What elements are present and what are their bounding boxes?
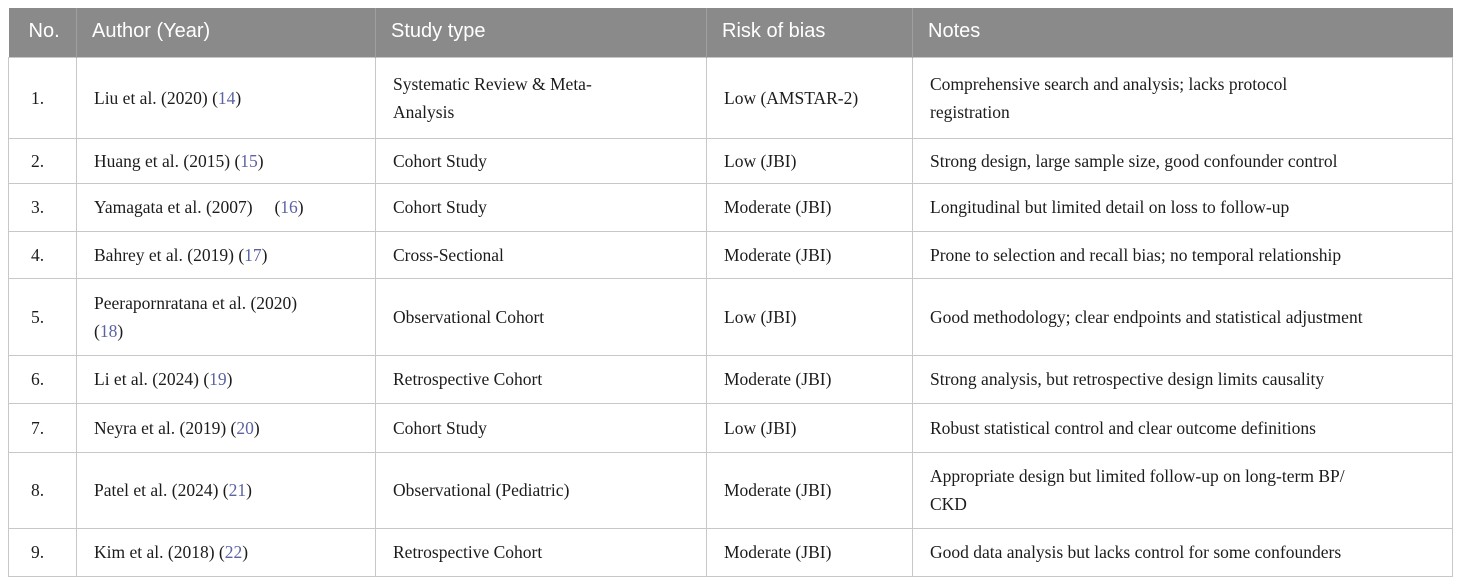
cell-author: Bahrey et al. (2019) (17): [76, 230, 376, 279]
cell-no: 3.: [8, 182, 77, 232]
cell-no: 7.: [8, 402, 77, 453]
table-header: No. Author (Year) Study type Risk of bia…: [8, 8, 1453, 57]
citation-link[interactable]: 16: [280, 197, 298, 217]
cell-author: Yamagata et al. (2007) (16): [76, 182, 376, 232]
column-header-risk-of-bias: Risk of bias: [706, 8, 913, 57]
cell-risk: Low (JBI): [706, 137, 913, 184]
citation-link[interactable]: 17: [244, 244, 262, 265]
cell-author: Neyra et al. (2019) (20): [76, 402, 376, 453]
cell-risk: Moderate (JBI): [706, 182, 913, 232]
citation-link[interactable]: 21: [228, 480, 247, 500]
table-row: 3. Yamagata et al. (2007) (16) Cohort Stud…: [8, 182, 1453, 232]
cell-notes: Strong analysis, but retrospective desig…: [912, 354, 1453, 404]
table-row: 4. Bahrey et al. (2019) (17) Cross-Section…: [8, 230, 1453, 279]
table-row: 1. Liu et al. (2020) (14) Systematic Revie…: [8, 56, 1453, 139]
cell-notes: Good methodology; clear endpoints and st…: [912, 277, 1453, 356]
cell-risk: Low (AMSTAR-2): [706, 56, 913, 139]
table-row: 5. Peerapornratana et al. (2020) (18) Obser…: [8, 277, 1453, 356]
cell-author: Peerapornratana et al. (2020) (18): [76, 277, 376, 356]
cell-no: 6.: [8, 354, 77, 404]
cell-author: Patel et al. (2024) (21): [76, 451, 376, 529]
cell-no: 2.: [8, 137, 77, 184]
cell-risk: Low (JBI): [706, 402, 913, 453]
column-header-notes: Notes: [912, 8, 1453, 57]
cell-study-type: Cross-Sectional: [375, 230, 707, 279]
citation-link[interactable]: 18: [99, 320, 118, 341]
cell-no: 1.: [8, 56, 77, 139]
table-row: 8. Patel et al. (2024) (21) Observational …: [8, 451, 1453, 529]
cell-author: Huang et al. (2015) (15): [76, 137, 376, 184]
cell-notes: Appropriate design but limited follow-up…: [912, 451, 1453, 529]
cell-author: Kim et al. (2018) (22): [76, 527, 376, 577]
citation-link[interactable]: 14: [217, 87, 236, 108]
column-header-author-year: Author (Year): [76, 8, 376, 57]
citation-link[interactable]: 22: [224, 542, 243, 562]
header-row: No. Author (Year) Study type Risk of bia…: [8, 8, 1453, 57]
cell-risk: Low (JBI): [706, 277, 913, 356]
citation-link[interactable]: 19: [209, 369, 227, 389]
cell-no: 4.: [8, 230, 77, 279]
cell-study-type: Cohort Study: [375, 182, 707, 232]
citation-link[interactable]: 20: [236, 417, 254, 438]
cell-study-type: Observational Cohort: [375, 277, 707, 356]
cell-no: 8.: [8, 451, 77, 529]
cell-notes: Longitudinal but limited detail on loss …: [912, 182, 1453, 232]
cell-notes: Comprehensive search and analysis; lacks…: [912, 56, 1453, 139]
table-row: 6. Li et al. (2024) (19) Retrospective Coh…: [8, 354, 1453, 404]
cell-notes: Robust statistical control and clear out…: [912, 402, 1453, 453]
risk-of-bias-table: No. Author (Year) Study type Risk of bia…: [8, 8, 1453, 577]
cell-study-type: Cohort Study: [375, 402, 707, 453]
cell-study-type: Retrospective Cohort: [375, 527, 707, 577]
cell-risk: Moderate (JBI): [706, 451, 913, 529]
cell-notes: Strong design, large sample size, good c…: [912, 137, 1453, 184]
cell-notes: Good data analysis but lacks control for…: [912, 527, 1453, 577]
cell-no: 9.: [8, 527, 77, 577]
cell-study-type: Observational (Pediatric): [375, 451, 707, 529]
cell-risk: Moderate (JBI): [706, 354, 913, 404]
cell-risk: Moderate (JBI): [706, 230, 913, 279]
risk-of-bias-table-wrap: No. Author (Year) Study type Risk of bia…: [8, 8, 1453, 577]
cell-risk: Moderate (JBI): [706, 527, 913, 577]
cell-notes: Prone to selection and recall bias; no t…: [912, 230, 1453, 279]
cell-author: Liu et al. (2020) (14): [76, 56, 376, 139]
column-header-no: No.: [8, 8, 77, 57]
table-row: 2. Huang et al. (2015) (15) Cohort Study Lo…: [8, 137, 1453, 184]
cell-study-type: Retrospective Cohort: [375, 354, 707, 404]
table-body: 1. Liu et al. (2020) (14) Systematic Revie…: [8, 56, 1453, 577]
column-header-study-type: Study type: [375, 8, 707, 57]
cell-study-type: Systematic Review & Meta- Analysis: [375, 56, 707, 139]
cell-no: 5.: [8, 277, 77, 356]
citation-link[interactable]: 15: [240, 150, 258, 171]
table-row: 9. Kim et al. (2018) (22) Retrospective Co…: [8, 527, 1453, 577]
cell-author: Li et al. (2024) (19): [76, 354, 376, 404]
cell-study-type: Cohort Study: [375, 137, 707, 184]
table-row: 7. Neyra et al. (2019) (20) Cohort Study Lo…: [8, 402, 1453, 453]
